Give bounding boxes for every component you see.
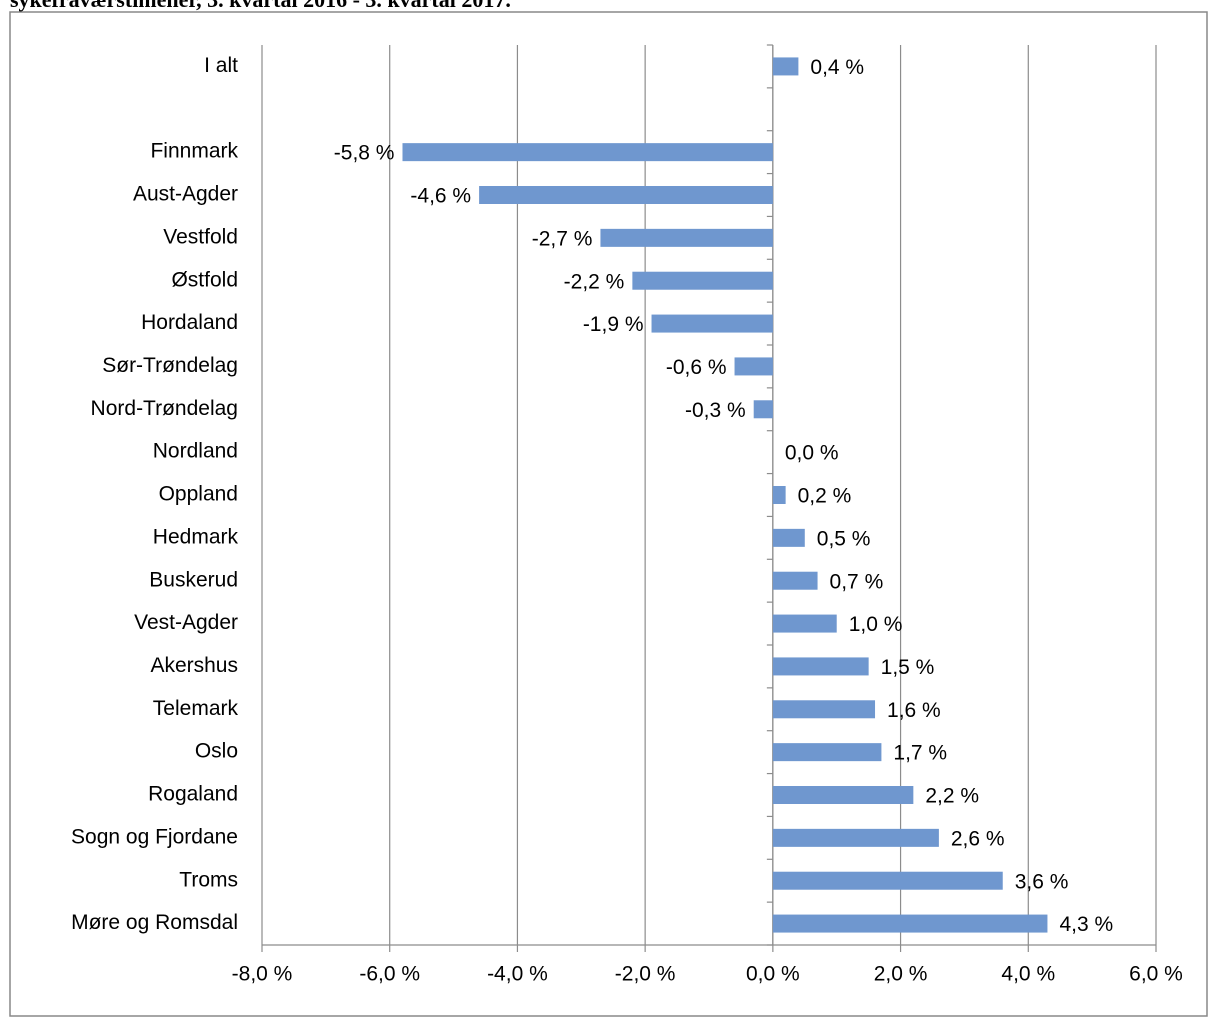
- value-label: 0,0 %: [785, 442, 839, 465]
- bar: [772, 657, 869, 676]
- y-tick-label: Troms: [179, 868, 238, 891]
- y-tick-label: Møre og Romsdal: [71, 911, 238, 934]
- value-label: -5,8 %: [334, 142, 395, 165]
- value-label: 2,6 %: [951, 827, 1005, 850]
- value-label: 0,7 %: [830, 570, 884, 593]
- y-tick-label: Buskerud: [149, 568, 238, 591]
- value-label: 1,6 %: [887, 699, 941, 722]
- bar: [600, 228, 773, 247]
- bar: [772, 486, 786, 504]
- x-tick-label: -8,0 %: [232, 963, 293, 986]
- value-label: 1,0 %: [849, 613, 903, 636]
- value-label: -2,2 %: [564, 270, 625, 293]
- value-label: 1,5 %: [881, 656, 935, 679]
- x-tick-label: -2,0 %: [615, 963, 676, 986]
- value-label: -4,6 %: [410, 185, 471, 208]
- y-tick-label: Hedmark: [153, 525, 239, 548]
- y-tick-label: Sør-Trøndelag: [102, 354, 238, 377]
- bar: [772, 871, 1003, 890]
- x-tick-label: 0,0 %: [746, 963, 800, 986]
- y-tick-label: Finnmark: [150, 140, 238, 163]
- bar: [772, 914, 1048, 933]
- y-tick-label: Hordaland: [141, 311, 238, 334]
- bar: [772, 786, 914, 804]
- bar: [772, 743, 882, 762]
- bar: [772, 700, 876, 719]
- bar: [753, 400, 773, 419]
- bar: [651, 314, 773, 333]
- chart-border: [9, 11, 1208, 1017]
- value-label: 0,5 %: [817, 527, 871, 550]
- x-tick-label: 6,0 %: [1129, 963, 1183, 986]
- bar: [479, 186, 773, 204]
- bar: [772, 571, 818, 590]
- bar: [402, 143, 773, 162]
- value-label: 2,2 %: [925, 785, 979, 808]
- bar: [772, 528, 805, 547]
- bar: [772, 828, 939, 847]
- y-tick-label: Oppland: [159, 483, 238, 506]
- bar: [734, 357, 773, 376]
- y-tick-label: Vest-Agder: [134, 611, 238, 634]
- x-tick-label: -4,0 %: [487, 963, 548, 986]
- y-tick-label: Oslo: [195, 740, 238, 763]
- bar: [772, 57, 799, 76]
- x-tick-label: 2,0 %: [874, 963, 928, 986]
- value-label: -0,3 %: [685, 399, 746, 422]
- y-tick-label: Nord-Trøndelag: [91, 397, 238, 420]
- y-tick-label: I alt: [204, 54, 238, 77]
- value-label: 3,6 %: [1015, 870, 1069, 893]
- y-tick-label: Østfold: [171, 268, 238, 291]
- y-tick-label: Akershus: [150, 654, 238, 677]
- x-tick-label: 4,0 %: [1001, 963, 1055, 986]
- y-tick-label: Vestfold: [163, 225, 238, 248]
- y-tick-label: Telemark: [153, 697, 239, 720]
- chart-title: sykefraværstimener, 3. kvartal 2016 - 3.…: [10, 0, 511, 12]
- bar: [772, 614, 837, 633]
- value-label: -0,6 %: [666, 356, 727, 379]
- value-label: 0,2 %: [798, 485, 852, 508]
- x-tick-label: -6,0 %: [359, 963, 420, 986]
- value-label: -1,9 %: [583, 313, 644, 336]
- value-label: 1,7 %: [893, 742, 947, 765]
- value-label: -2,7 %: [532, 227, 593, 250]
- y-tick-label: Rogaland: [148, 783, 238, 806]
- value-label: 4,3 %: [1059, 913, 1113, 936]
- y-tick-label: Sogn og Fjordane: [71, 825, 238, 848]
- y-tick-label: Nordland: [153, 440, 238, 463]
- y-tick-label: Aust-Agder: [133, 183, 238, 206]
- bar: [632, 271, 773, 290]
- value-label: 0,4 %: [810, 56, 864, 79]
